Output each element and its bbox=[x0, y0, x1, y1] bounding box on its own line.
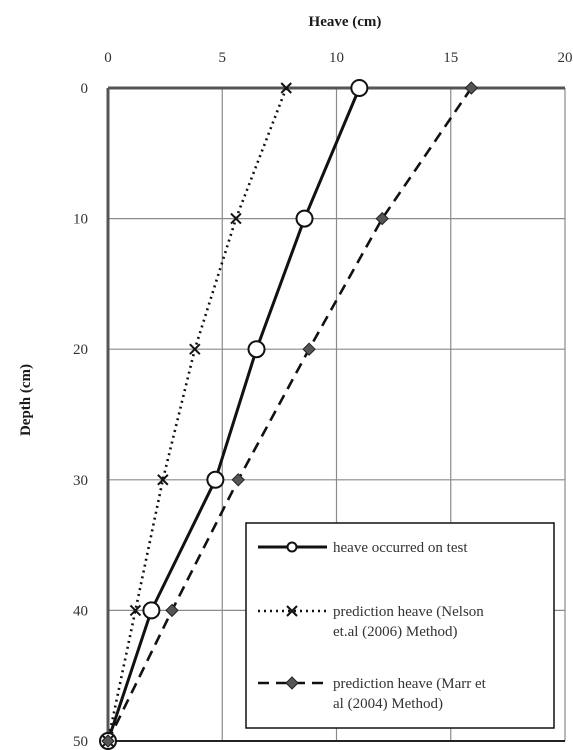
y-tick-label: 10 bbox=[73, 212, 88, 228]
data-point-diamond bbox=[375, 211, 389, 226]
data-point-x bbox=[230, 212, 242, 225]
legend-label: al (2004) Method) bbox=[333, 696, 443, 712]
x-axis-title: Heave (cm) bbox=[309, 14, 382, 30]
data-point-x bbox=[189, 343, 201, 355]
legend: heave occurred on test prediction heave (… bbox=[245, 522, 555, 729]
y-axis-title: Depth (cm) bbox=[18, 364, 34, 436]
markers-group bbox=[99, 79, 479, 750]
data-point-circle bbox=[295, 209, 314, 228]
y-tick-label: 0 bbox=[81, 81, 89, 97]
data-point-diamond bbox=[302, 342, 316, 356]
legend-label: prediction heave (Marr et bbox=[333, 676, 487, 692]
series-line-2 bbox=[106, 87, 473, 742]
legend-marker-circle bbox=[286, 541, 298, 553]
x-tick-label: 10 bbox=[329, 50, 344, 66]
data-point-diamond bbox=[165, 603, 179, 618]
legend-label: prediction heave (Nelson bbox=[333, 604, 484, 620]
legend-label: heave occurred on test bbox=[333, 540, 468, 556]
data-point-circle bbox=[350, 79, 369, 97]
marker-x-stroke bbox=[230, 212, 242, 225]
marker-x-stroke bbox=[157, 474, 169, 486]
data-point-circle bbox=[247, 340, 266, 359]
y-tick-label: 40 bbox=[73, 603, 88, 619]
x-tick-label: 20 bbox=[558, 50, 573, 66]
y-tick-label: 30 bbox=[73, 473, 88, 489]
marker-x-stroke bbox=[280, 82, 292, 94]
legend-label: et.al (2006) Method) bbox=[333, 624, 458, 640]
data-point-diamond bbox=[464, 81, 479, 95]
y-tick-label: 20 bbox=[73, 342, 88, 358]
data-point-x bbox=[157, 474, 169, 486]
series-group bbox=[106, 87, 473, 742]
x-tick-label: 15 bbox=[443, 50, 458, 66]
data-point-circle bbox=[206, 470, 225, 489]
legend-marker-diamond bbox=[285, 676, 299, 690]
y-tick-label: 50 bbox=[73, 734, 88, 750]
marker-x-stroke bbox=[129, 604, 142, 617]
data-point-circle bbox=[142, 601, 161, 620]
data-point-diamond bbox=[231, 473, 245, 487]
tick-labels: 0 5 10 15 20 0 10 20 30 40 50 bbox=[73, 50, 573, 750]
marker-x-stroke bbox=[189, 343, 201, 355]
data-point-x bbox=[129, 604, 142, 617]
x-tick-label: 0 bbox=[104, 50, 112, 66]
x-tick-label: 5 bbox=[219, 50, 227, 66]
legend-box bbox=[245, 522, 555, 729]
data-point-x bbox=[280, 82, 292, 94]
data-point-diamond bbox=[101, 734, 115, 748]
series-line-0 bbox=[106, 87, 361, 742]
marker-x-stroke bbox=[286, 605, 298, 617]
legend-marker-x bbox=[286, 605, 298, 617]
